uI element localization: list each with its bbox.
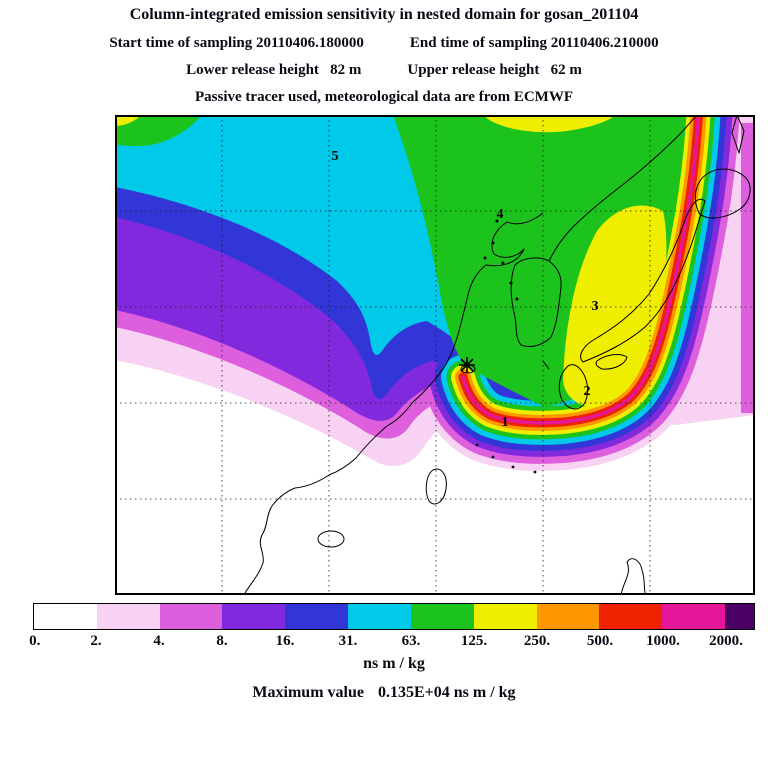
tracer-meteo-text: Passive tracer used, meteorological data… bbox=[195, 89, 573, 105]
colorbar bbox=[33, 603, 755, 630]
tick-label: 31. bbox=[338, 633, 358, 649]
colorbar-segment bbox=[159, 604, 223, 629]
colorbar-segment bbox=[34, 604, 97, 629]
colorbar-ticks: 0. 2. 4. 8. 16. 31. 63. 125. 250. 500. 1… bbox=[29, 633, 755, 651]
page-title: Column-integrated emission sensitivity i… bbox=[129, 6, 639, 23]
map-border bbox=[115, 115, 755, 595]
grid-lines bbox=[115, 115, 755, 595]
tick-label: 2000. bbox=[709, 633, 743, 649]
plume-fill-layers bbox=[115, 115, 755, 595]
upper-release-text: Upper release height 62 m bbox=[407, 62, 582, 78]
colorbar-units: ns m / kg bbox=[363, 655, 425, 672]
footprint-map-svg: 1 2 3 4 5 bbox=[115, 115, 755, 595]
map-panel: 1 2 3 4 5 bbox=[115, 115, 755, 595]
sampling-start-text: Start time of sampling 20110406.180000 bbox=[109, 35, 364, 51]
colorbar-segment bbox=[222, 604, 286, 629]
colorbar-segment bbox=[662, 604, 725, 629]
tick-label: 16. bbox=[275, 633, 295, 649]
colorbar-segment bbox=[536, 604, 600, 629]
tick-label: 8. bbox=[216, 633, 228, 649]
colorbar-segment bbox=[285, 604, 349, 629]
contour-label-1: 1 bbox=[502, 415, 509, 430]
tick-label: 63. bbox=[401, 633, 421, 649]
sampling-end-text: End time of sampling 20110406.210000 bbox=[409, 35, 659, 51]
contour-label-2: 2 bbox=[584, 384, 591, 399]
max-value-text: 0.135E+04 ns m / kg bbox=[377, 684, 516, 701]
max-value-label: Maximum value bbox=[252, 684, 364, 701]
tick-label: 250. bbox=[523, 633, 551, 649]
tick-label: 4. bbox=[153, 633, 165, 649]
sampling-times-row: Start time of sampling 20110406.180000 E… bbox=[0, 35, 768, 52]
contour-label-4: 4 bbox=[497, 207, 504, 222]
colorbar-overflow-segment bbox=[724, 604, 754, 629]
colorbar-segment bbox=[348, 604, 411, 629]
max-value-line: Maximum value 0.135E+04 ns m / kg bbox=[0, 684, 768, 702]
colorbar-segment bbox=[599, 604, 663, 629]
lower-release-text: Lower release height 82 m bbox=[186, 62, 362, 78]
contour-number-labels: 1 2 3 4 5 bbox=[332, 149, 599, 430]
tick-label: 2. bbox=[90, 633, 102, 649]
receptor-marker-icon bbox=[459, 357, 475, 373]
colorbar-segment bbox=[96, 604, 160, 629]
coastlines bbox=[242, 115, 751, 595]
release-heights-row: Lower release height 82 m Upper release … bbox=[0, 62, 768, 79]
contour-label-3: 3 bbox=[592, 299, 599, 314]
tick-label: 1000. bbox=[646, 633, 680, 649]
colorbar-segment bbox=[473, 604, 537, 629]
tick-label: 500. bbox=[586, 633, 614, 649]
small-islands bbox=[475, 219, 537, 474]
tick-label: 125. bbox=[460, 633, 488, 649]
colorbar-segment bbox=[410, 604, 474, 629]
tick-label: 0. bbox=[29, 633, 41, 649]
contour-label-5: 5 bbox=[332, 149, 339, 164]
